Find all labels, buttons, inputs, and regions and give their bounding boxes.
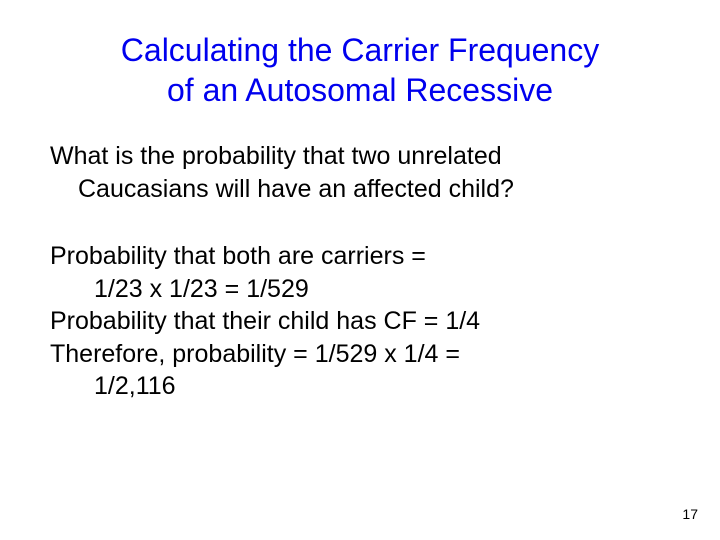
question-line-2: Caucasians will have an affected child? — [50, 173, 670, 206]
body-block: Probability that both are carriers = 1/2… — [50, 240, 670, 403]
body-line-2: 1/23 x 1/23 = 1/529 — [50, 273, 670, 306]
question-line-1: What is the probability that two unrelat… — [50, 140, 670, 173]
question-block: What is the probability that two unrelat… — [50, 140, 670, 205]
body-line-1: Probability that both are carriers = — [50, 240, 670, 273]
body-line-4: Therefore, probability = 1/529 x 1/4 = — [50, 338, 670, 371]
title-line-2: of an Autosomal Recessive — [50, 70, 670, 110]
page-number: 17 — [682, 506, 698, 522]
slide-title: Calculating the Carrier Frequency of an … — [50, 30, 670, 110]
title-line-1: Calculating the Carrier Frequency — [50, 30, 670, 70]
body-line-3: Probability that their child has CF = 1/… — [50, 305, 670, 338]
body-line-5: 1/2,116 — [50, 370, 670, 403]
